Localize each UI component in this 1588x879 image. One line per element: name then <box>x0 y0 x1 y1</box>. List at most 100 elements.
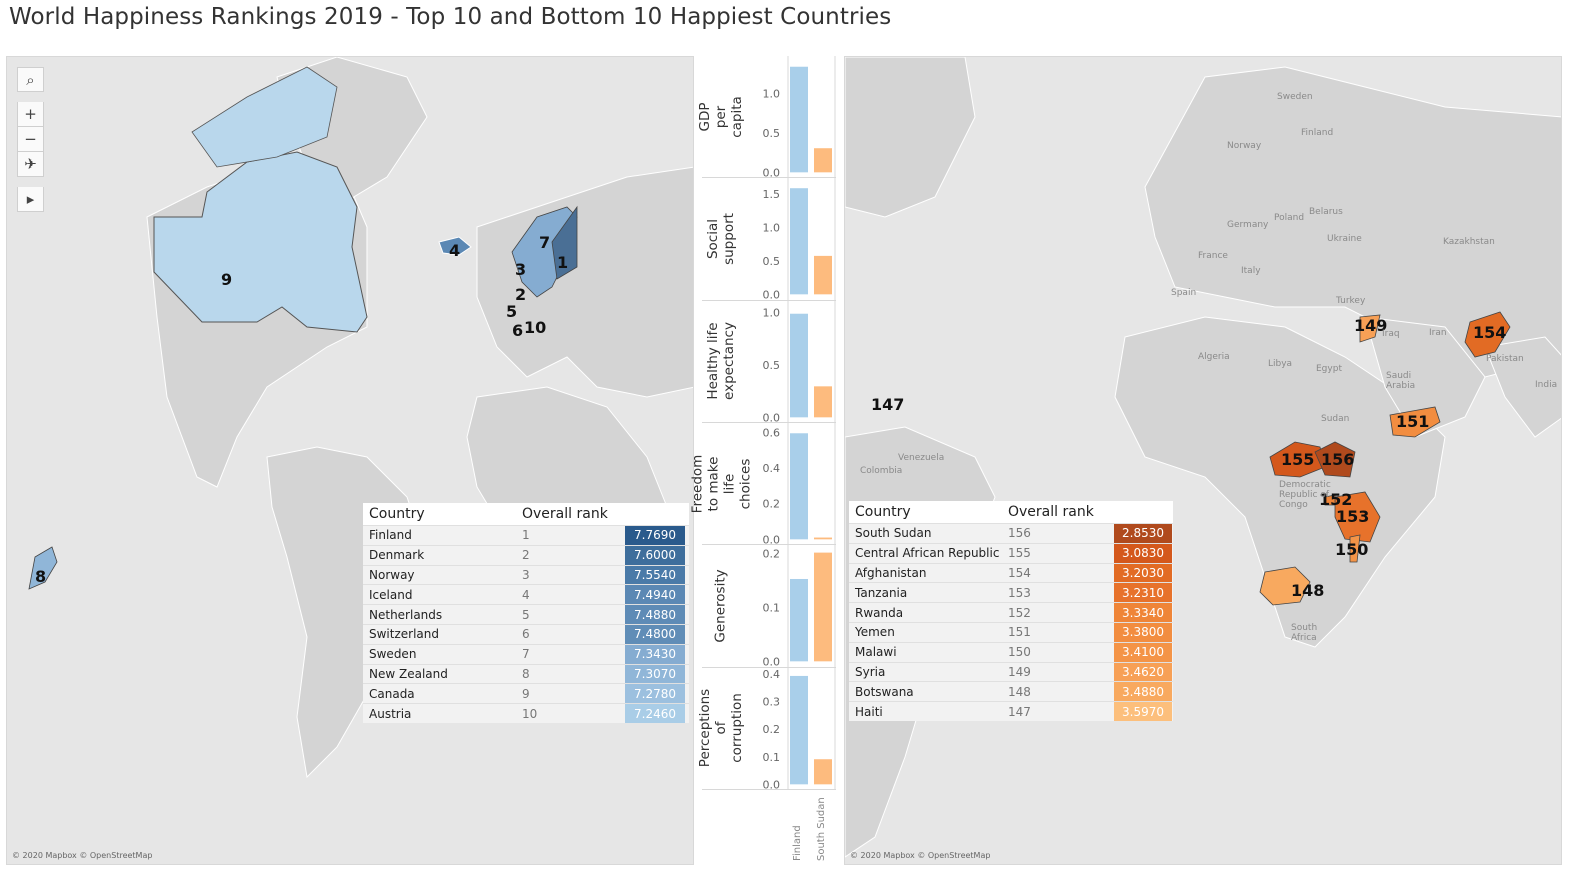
bar-south-sudan[interactable] <box>814 758 832 784</box>
map-rank-label[interactable]: 4 <box>449 241 461 260</box>
table-row[interactable]: Yemen 151 3.3800 <box>849 621 1173 642</box>
map-toolbar: ⌕ + − ✈ ▸ <box>17 67 44 212</box>
map-rank-label[interactable]: 149 <box>1354 316 1388 335</box>
pin-reset-icon[interactable]: ✈ <box>17 152 44 177</box>
map-rank-label[interactable]: 153 <box>1336 507 1370 526</box>
map-rank-label[interactable]: 3 <box>515 260 527 279</box>
zoom-out-icon[interactable]: − <box>17 127 44 152</box>
bar-south-sudan[interactable] <box>814 385 832 417</box>
metric-label: Generosity <box>713 569 729 643</box>
table-row[interactable]: Iceland 4 7.4940 <box>363 584 689 605</box>
tick-label: 1.0 <box>763 306 781 319</box>
bar-finland[interactable] <box>790 579 808 662</box>
map-rank-label[interactable]: 5 <box>506 302 518 321</box>
map-place-label: Spain <box>1171 288 1197 298</box>
score-cell: 3.4100 <box>1114 642 1172 662</box>
bar-finland[interactable] <box>790 313 808 417</box>
rank-cell: 6 <box>522 627 530 642</box>
country-cell: Canada <box>369 686 415 701</box>
map-place-label: Belarus <box>1309 207 1343 217</box>
tick-label: 0.0 <box>763 289 781 301</box>
bar-south-sudan[interactable] <box>814 537 832 540</box>
map-rank-label[interactable]: 2 <box>515 285 527 304</box>
bar-south-sudan[interactable] <box>814 256 832 295</box>
map-rank-label[interactable]: 1 <box>557 253 569 272</box>
world-land-shapes <box>28 57 693 779</box>
map-rank-label[interactable]: 155 <box>1281 450 1315 469</box>
score-cell: 7.4880 <box>625 605 685 624</box>
bar-finland[interactable] <box>790 66 808 173</box>
map-place-label: Iraq <box>1382 329 1400 339</box>
score-cell: 7.3430 <box>625 644 685 664</box>
rank-cell: 8 <box>522 666 530 681</box>
expand-arrow-icon[interactable]: ▸ <box>17 187 44 212</box>
country-cell: Malawi <box>855 645 897 660</box>
table-row[interactable]: Haiti 147 3.5970 <box>849 701 1173 721</box>
column-header-rank[interactable]: Overall rank <box>1008 504 1094 520</box>
table-row[interactable]: Rwanda 152 3.3340 <box>849 602 1173 622</box>
bar-finland[interactable] <box>790 188 808 295</box>
top-countries-map[interactable]: ⌕ + − ✈ ▸ 1 2 3 4 5 6 7 8 9 10 Country O… <box>6 56 694 865</box>
zoom-in-icon[interactable]: + <box>17 102 44 127</box>
rank-cell: 150 <box>1008 645 1031 660</box>
map-attribution[interactable]: © 2020 Mapbox © OpenStreetMap <box>12 851 153 860</box>
table-row[interactable]: Central African Republic 155 3.0830 <box>849 542 1173 563</box>
table-row[interactable]: Netherlands 5 7.4880 <box>363 604 689 624</box>
map-rank-label[interactable]: 150 <box>1335 540 1369 559</box>
map-rank-label[interactable]: 148 <box>1291 581 1325 600</box>
score-cell: 7.6000 <box>625 545 685 565</box>
table-row[interactable]: Austria 10 7.2460 <box>363 703 689 723</box>
country-cell: Rwanda <box>855 605 904 620</box>
map-rank-label[interactable]: 7 <box>539 233 551 252</box>
map-rank-label[interactable]: 147 <box>871 395 905 414</box>
table-row[interactable]: Malawi 150 3.4100 <box>849 641 1173 662</box>
country-cell: Yemen <box>855 625 895 640</box>
table-row[interactable]: Canada 9 7.2780 <box>363 683 689 704</box>
bar-south-sudan[interactable] <box>814 148 832 173</box>
tick-label: 0.4 <box>763 462 781 475</box>
map-rank-label[interactable]: 6 <box>512 321 524 340</box>
world-land-shapes <box>845 57 1561 858</box>
bar-finland[interactable] <box>790 675 808 784</box>
map-attribution[interactable]: © 2020 Mapbox © OpenStreetMap <box>850 851 991 860</box>
column-header-country[interactable]: Country <box>369 506 425 522</box>
table-row[interactable]: Switzerland 6 7.4800 <box>363 623 689 644</box>
map-rank-label[interactable]: 10 <box>524 318 547 337</box>
rank-cell: 10 <box>522 706 538 721</box>
metric-bars: 0.4 0.3 0.2 0.1 0.0 <box>763 667 836 790</box>
table-row[interactable]: Syria 149 3.4620 <box>849 661 1173 682</box>
table-row[interactable]: Afghanistan 154 3.2030 <box>849 562 1173 583</box>
bottom-countries-map[interactable]: 147 148 149 150 151 152 153 154 155 156 … <box>844 56 1562 865</box>
table-row[interactable]: Finland 1 7.7690 <box>363 525 689 545</box>
score-cell: 3.4880 <box>1114 682 1172 702</box>
table-row[interactable]: Sweden 7 7.3430 <box>363 643 689 664</box>
table-row[interactable]: Tanzania 153 3.2310 <box>849 582 1173 603</box>
rank-cell: 148 <box>1008 684 1031 699</box>
table-row[interactable]: New Zealand 8 7.3070 <box>363 663 689 684</box>
rank-cell: 156 <box>1008 526 1031 541</box>
country-cell: Finland <box>369 528 412 543</box>
metric-label-wrap: GDP per capita <box>697 56 745 177</box>
rank-cell: 147 <box>1008 704 1031 719</box>
map-rank-label[interactable]: 8 <box>35 567 47 586</box>
map-rank-label[interactable]: 9 <box>221 270 233 289</box>
tick-label: 0.0 <box>763 778 781 790</box>
rank-cell: 154 <box>1008 565 1031 580</box>
map-rank-label[interactable]: 151 <box>1396 412 1430 431</box>
metric-bars: 0.2 0.1 0.0 <box>763 545 836 668</box>
map-rank-label[interactable]: 152 <box>1319 490 1353 509</box>
column-header-rank[interactable]: Overall rank <box>522 506 608 522</box>
bar-finland[interactable] <box>790 433 808 540</box>
column-header-country[interactable]: Country <box>855 504 911 520</box>
bar-south-sudan[interactable] <box>814 552 832 662</box>
table-row[interactable]: Norway 3 7.5540 <box>363 564 689 585</box>
map-rank-label[interactable]: 154 <box>1473 323 1507 342</box>
tick-label: 0.5 <box>763 255 781 268</box>
table-row[interactable]: Denmark 2 7.6000 <box>363 544 689 565</box>
bottom-10-table: Country Overall rank South Sudan 156 2.853… <box>849 501 1173 721</box>
metric-label: Social support <box>705 213 738 265</box>
search-icon[interactable]: ⌕ <box>17 67 44 92</box>
table-row[interactable]: Botswana 148 3.4880 <box>849 681 1173 702</box>
table-row[interactable]: South Sudan 156 2.8530 <box>849 523 1173 543</box>
map-rank-label[interactable]: 156 <box>1321 450 1355 469</box>
